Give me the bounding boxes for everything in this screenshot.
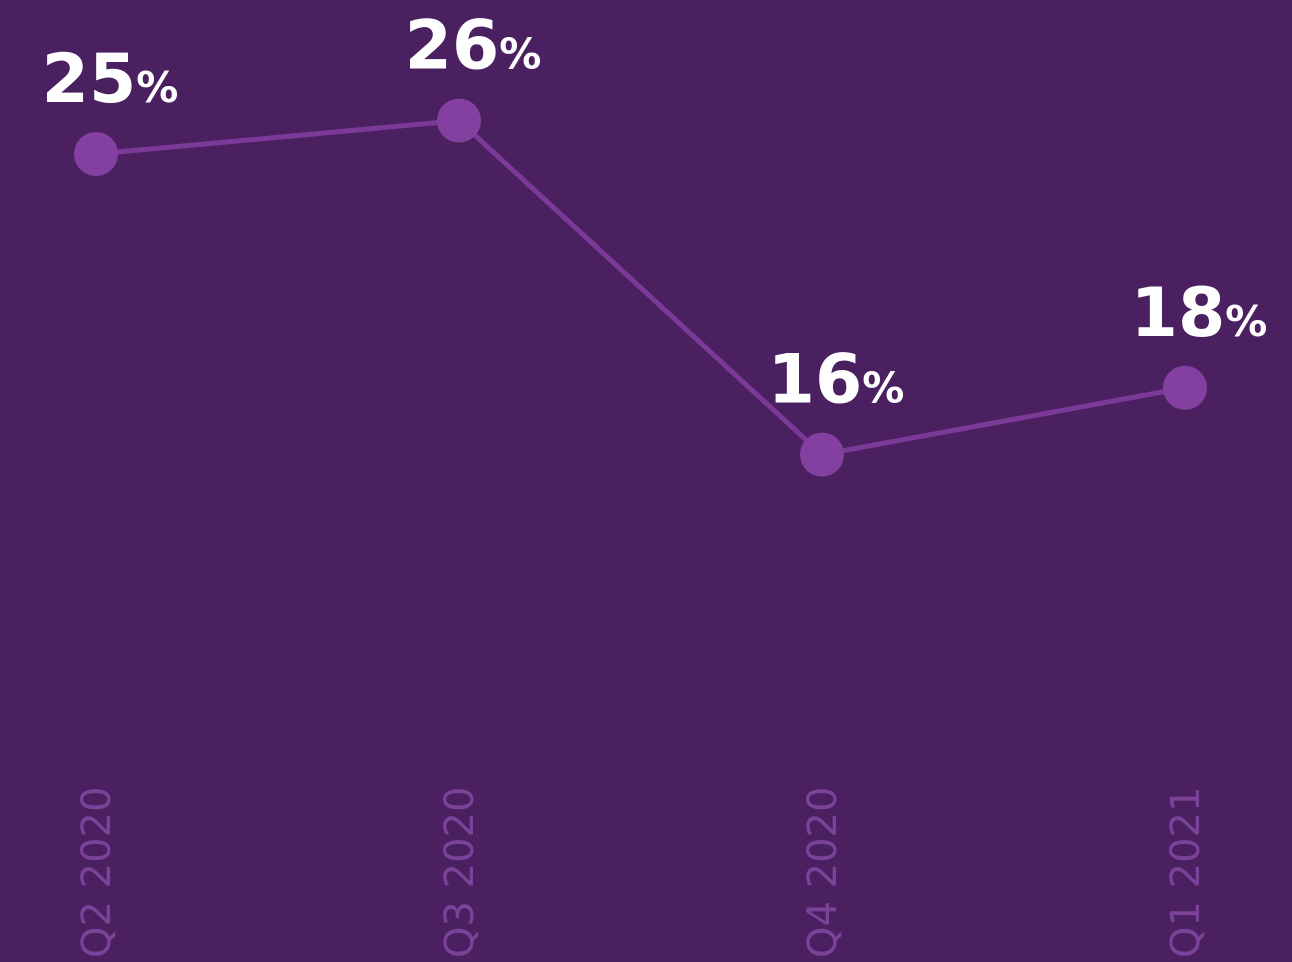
value-label-part: 18: [1131, 274, 1226, 353]
value-label-part: %: [1225, 297, 1267, 346]
x-tick-label: Q3 2020: [437, 787, 483, 958]
marker: [74, 132, 118, 176]
x-tick-label: Q1 2021: [1163, 787, 1209, 958]
value-label-part: %: [862, 364, 904, 413]
value-label-part: 26: [405, 7, 500, 86]
value-label: 25%: [42, 40, 179, 119]
x-tick-label: Q2 2020: [74, 787, 120, 958]
line: [95, 118, 1186, 458]
value-label-part: %: [136, 63, 178, 112]
x-tick-label: Q4 2020: [800, 787, 846, 958]
marker: [1163, 365, 1207, 410]
value-label-part: 16: [768, 341, 863, 420]
value-label-part: 25: [42, 40, 137, 119]
value-label: 16%: [768, 341, 905, 420]
value-label-part: %: [499, 30, 541, 79]
value-label: 18%: [1131, 274, 1268, 353]
value-label: 26%: [405, 7, 542, 86]
marker: [437, 98, 481, 143]
marker: [800, 432, 844, 477]
